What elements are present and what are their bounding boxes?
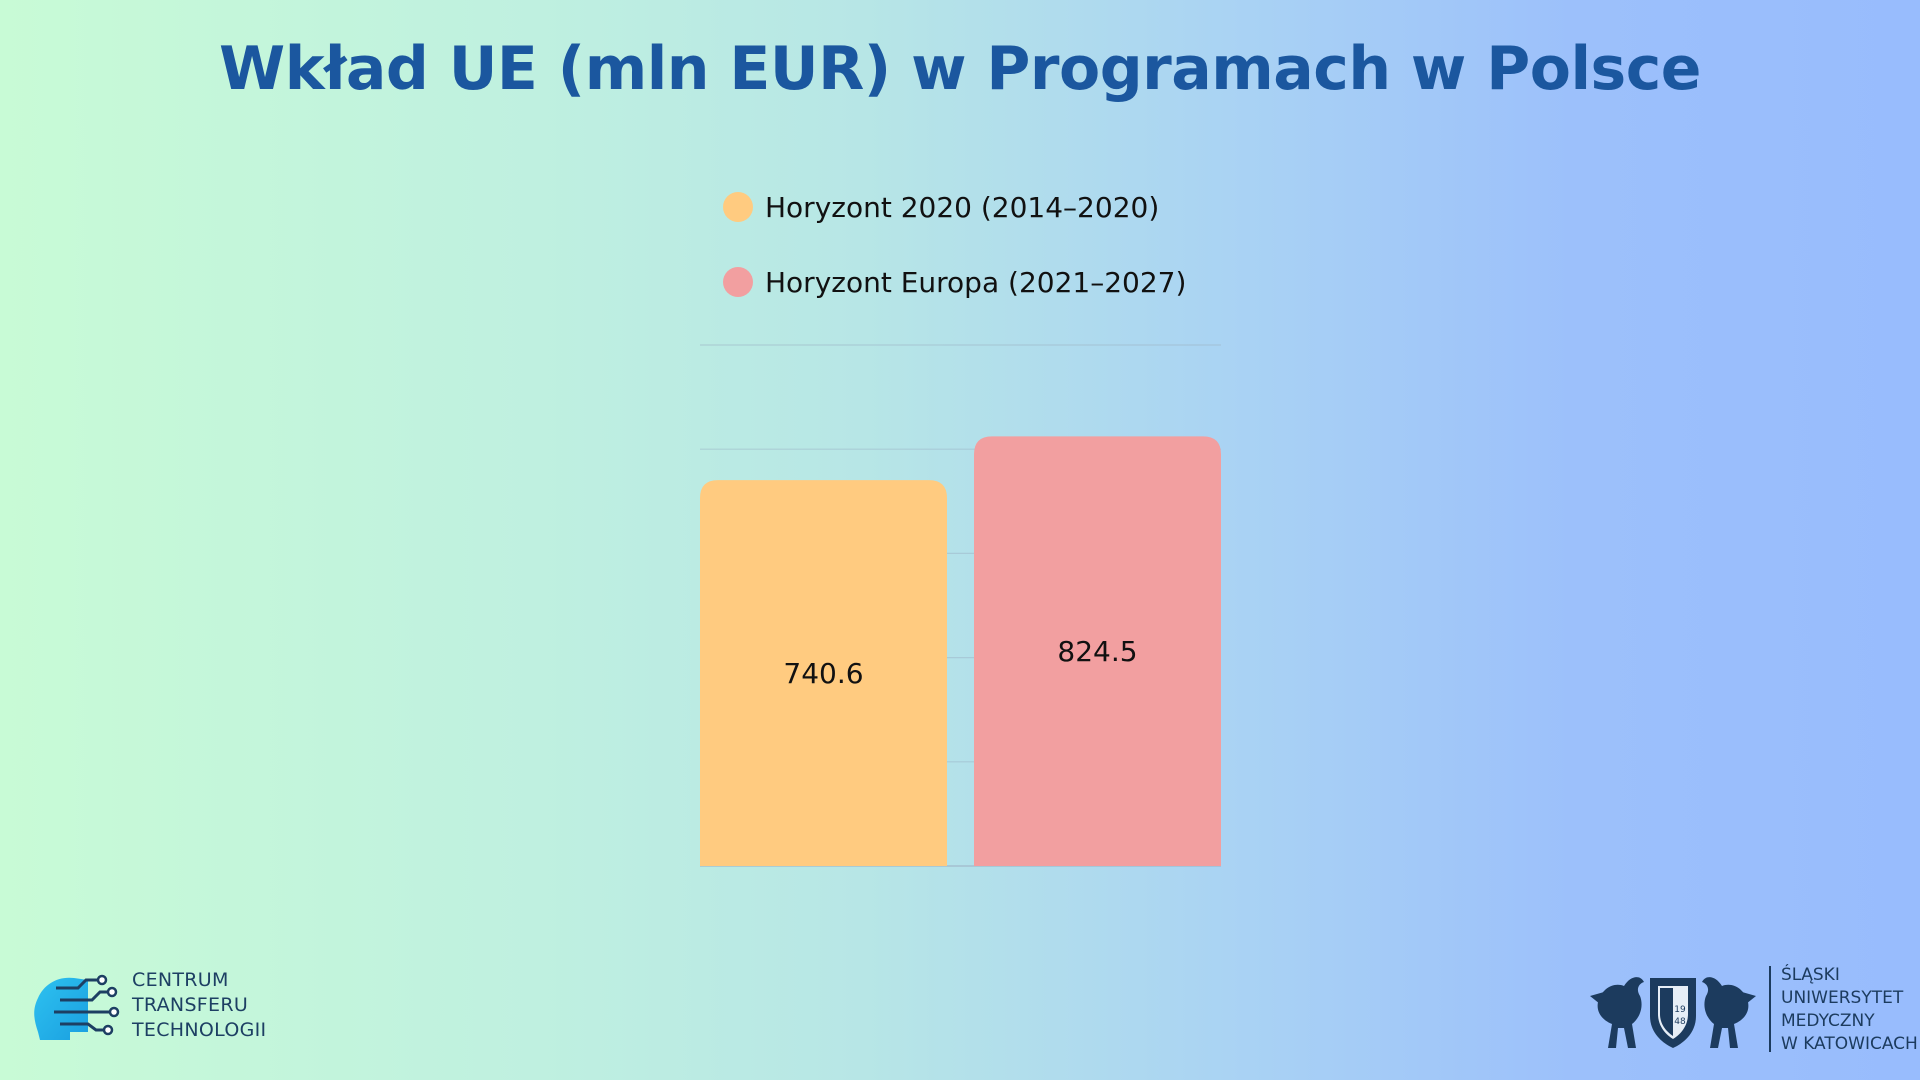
chart-bars (700, 436, 1221, 866)
chart-legend: Horyzont 2020 (2014–2020) Horyzont Europ… (723, 187, 1186, 337)
legend-label-horyzont-2020: Horyzont 2020 (2014–2020) (765, 190, 1160, 224)
legend-item-horyzont-europa: Horyzont Europa (2021–2027) (723, 262, 1186, 302)
seal-year-top: 19 (1674, 1005, 1686, 1015)
data-label-horyzont-2020: 740.6 (783, 657, 863, 690)
logo-divider (1769, 966, 1771, 1052)
data-label-horyzont-europa: 824.5 (1057, 635, 1137, 668)
legend-swatch-horyzont-2020 (723, 192, 753, 222)
bar-horyzont-2020 (700, 480, 947, 866)
chart-title: Wkład UE (mln EUR) w Programach w Polsce (219, 34, 1701, 104)
centrum-logo-text: CENTRUM TRANSFERU TECHNOLOGII (132, 969, 267, 1041)
chart-data-labels: 740.6 824.5 (783, 635, 1137, 690)
seal-year-bottom: 48 (1674, 1017, 1686, 1027)
head-circuit-icon (34, 974, 120, 1040)
legend-item-horyzont-2020: Horyzont 2020 (2014–2020) (723, 187, 1186, 227)
university-seal-griffins-icon: 19 48 (1590, 977, 1756, 1048)
slaski-uniwersytet-medyczny-logo: 19 48 ŚLĄSKI UNIWERSYTET MEDYCZNY W KATO… (1588, 962, 1918, 1058)
legend-swatch-horyzont-europa (723, 267, 753, 297)
bar-horyzont-europa (974, 436, 1221, 866)
legend-label-horyzont-europa: Horyzont Europa (2021–2027) (765, 265, 1187, 299)
centrum-transferu-technologii-logo: CENTRUM TRANSFERU TECHNOLOGII (30, 966, 290, 1042)
university-logo-text: ŚLĄSKI UNIWERSYTET MEDYCZNY W KATOWICACH (1781, 965, 1918, 1054)
